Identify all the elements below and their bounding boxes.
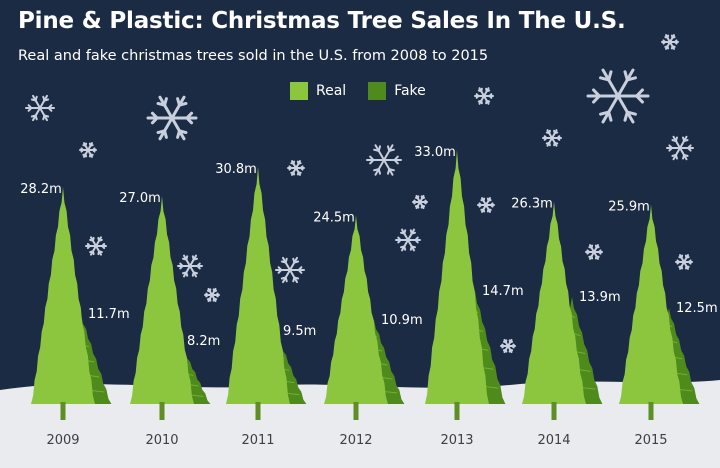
snowflake-icon bbox=[542, 129, 562, 147]
x-tick-label: 2013 bbox=[440, 433, 473, 448]
snowflake-icon bbox=[477, 197, 495, 213]
fake-value-label: 9.5m bbox=[283, 324, 316, 339]
tree-trunk bbox=[551, 402, 557, 420]
snowflake-icon bbox=[204, 287, 220, 303]
real-tree-bar bbox=[130, 196, 194, 404]
snowflake-icon bbox=[661, 34, 679, 50]
snowflake-decoration-layer bbox=[25, 34, 694, 354]
real-tree-bar bbox=[226, 166, 290, 404]
tree-bars bbox=[31, 149, 700, 420]
real-tree-bar bbox=[425, 149, 489, 404]
real-value-label: 26.3m bbox=[511, 196, 553, 211]
tree-trunk bbox=[60, 402, 66, 420]
legend-label-real: Real bbox=[316, 83, 347, 99]
snowflake-icon bbox=[412, 194, 428, 210]
real-value-label: 27.0m bbox=[119, 191, 161, 206]
snowflake-icon bbox=[666, 135, 694, 161]
snowflake-icon bbox=[79, 142, 97, 158]
snowflake-icon bbox=[146, 95, 198, 141]
chart-title: Pine & Plastic: Christmas Tree Sales In … bbox=[18, 8, 626, 34]
legend-label-fake: Fake bbox=[394, 83, 426, 99]
snowflake-icon bbox=[275, 256, 305, 284]
legend-swatch-real bbox=[290, 82, 308, 100]
snowflake-icon bbox=[366, 144, 402, 176]
real-value-label: 28.2m bbox=[20, 182, 62, 197]
tree-trunk bbox=[353, 402, 359, 420]
real-tree-bar bbox=[31, 186, 95, 404]
real-tree-bar bbox=[324, 215, 388, 404]
fake-value-label: 11.7m bbox=[88, 307, 130, 322]
real-value-label: 30.8m bbox=[215, 162, 257, 177]
snowflake-icon bbox=[500, 338, 516, 354]
x-tick-label: 2015 bbox=[634, 433, 667, 448]
legend-item-fake: Fake bbox=[368, 82, 426, 100]
fake-value-label: 10.9m bbox=[381, 313, 423, 328]
snowflake-icon bbox=[287, 160, 305, 176]
fake-value-label: 13.9m bbox=[579, 290, 621, 305]
snowflake-icon bbox=[474, 87, 494, 105]
snowflake-icon bbox=[585, 244, 603, 260]
fake-value-label: 14.7m bbox=[482, 284, 524, 299]
snowflake-icon bbox=[675, 254, 693, 270]
x-tick-label: 2009 bbox=[46, 433, 79, 448]
legend-item-real: Real bbox=[290, 82, 346, 100]
fake-value-label: 12.5m bbox=[676, 301, 718, 316]
tree-trunk bbox=[454, 402, 460, 420]
fake-value-label: 8.2m bbox=[187, 334, 220, 349]
snowflake-icon bbox=[177, 254, 203, 278]
real-tree-bar bbox=[522, 201, 586, 404]
x-tick-label: 2014 bbox=[537, 433, 570, 448]
real-value-label: 24.5m bbox=[313, 210, 355, 225]
real-value-label: 25.9m bbox=[608, 200, 650, 215]
snowflake-icon bbox=[586, 68, 650, 124]
chart-subtitle: Real and fake christmas trees sold in th… bbox=[18, 48, 489, 64]
real-tree-bar bbox=[619, 204, 683, 404]
tree-trunk bbox=[255, 402, 261, 420]
legend: Real Fake bbox=[290, 82, 426, 100]
snowflake-icon bbox=[25, 94, 55, 122]
snowflake-icon bbox=[85, 236, 107, 256]
legend-swatch-fake bbox=[368, 82, 387, 100]
x-tick-label: 2010 bbox=[145, 433, 178, 448]
tree-trunk bbox=[159, 402, 165, 420]
x-tick-label: 2012 bbox=[339, 433, 372, 448]
real-value-label: 33.0m bbox=[414, 145, 456, 160]
x-tick-label: 2011 bbox=[241, 433, 274, 448]
value-labels: 28.2m 11.7m 2009 27.0m 8.2m 2010 30.8m 9.5m 2011… bbox=[20, 145, 717, 448]
tree-trunk bbox=[648, 402, 654, 420]
snowflake-icon bbox=[395, 228, 421, 252]
